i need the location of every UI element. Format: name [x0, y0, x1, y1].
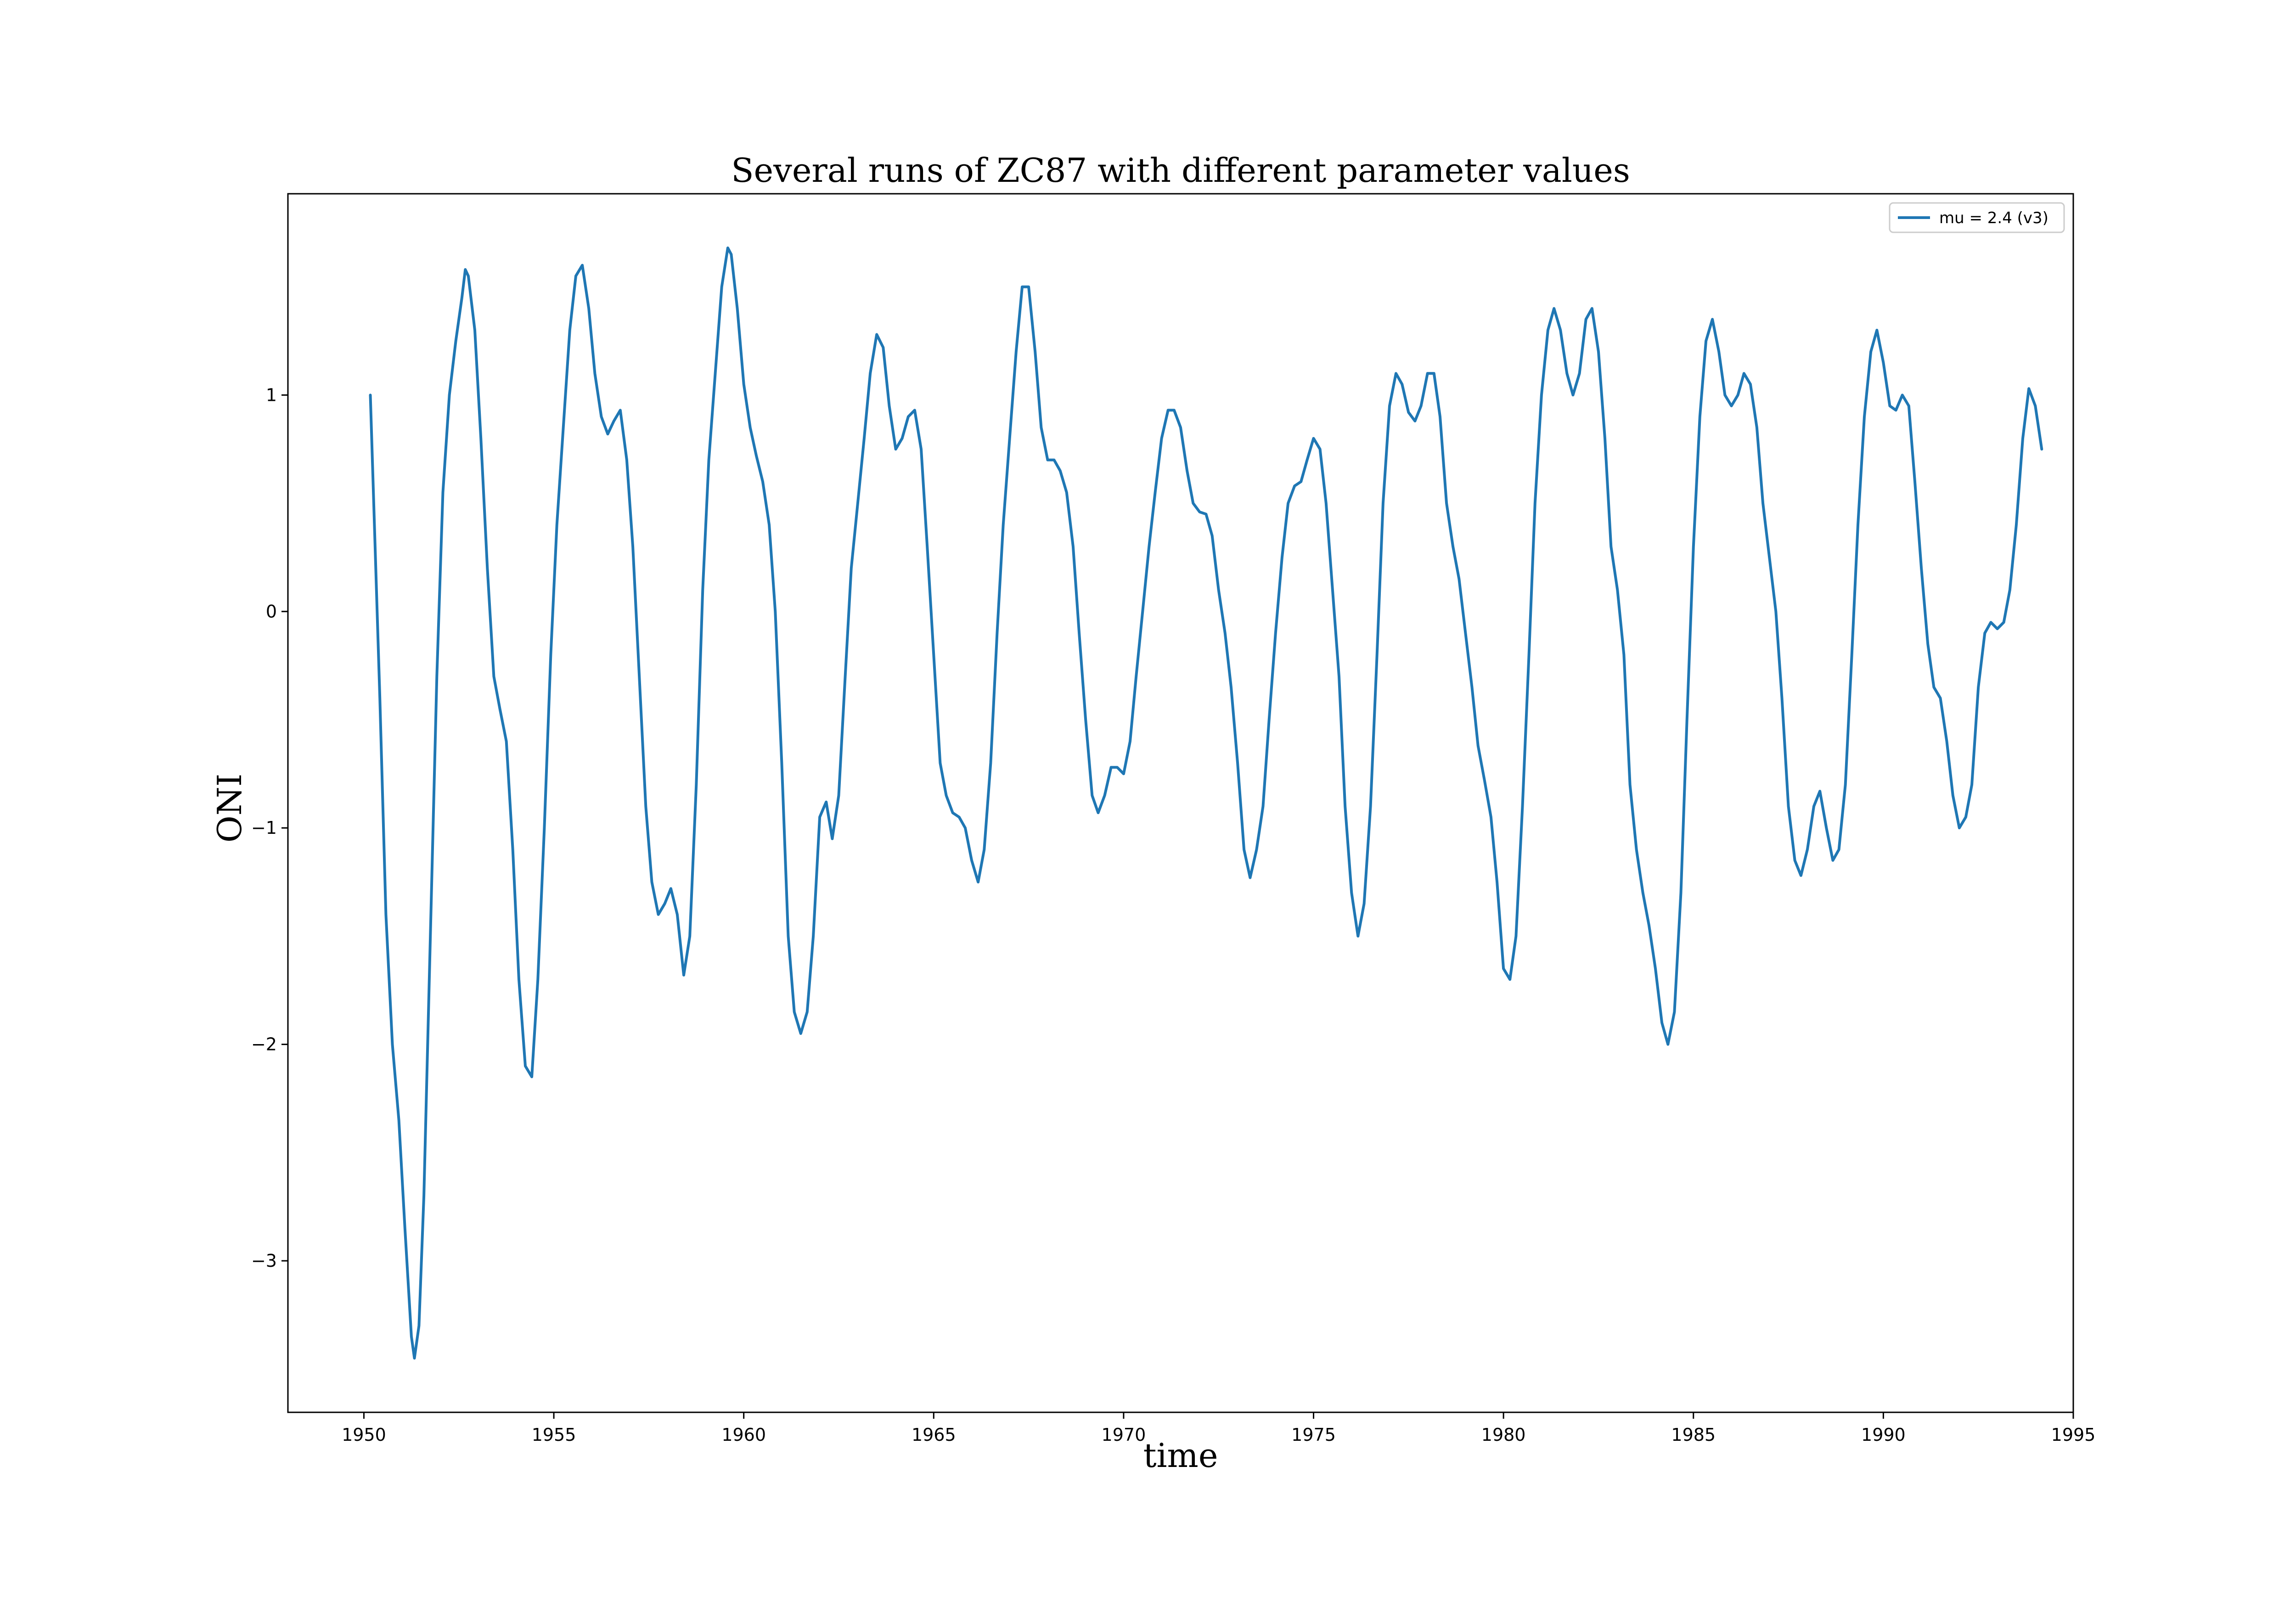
x-tick-label: 1995 — [2051, 1425, 2096, 1445]
legend: mu = 2.4 (v3) — [1889, 202, 2065, 233]
x-tick-label: 1960 — [721, 1425, 766, 1445]
legend-box — [1889, 202, 2065, 233]
legend-label: mu = 2.4 (v3) — [1939, 209, 2048, 227]
x-tick-label: 1975 — [1291, 1425, 1336, 1445]
y-tick-label: 1 — [266, 385, 277, 405]
x-tick-label: 1970 — [1102, 1425, 1146, 1445]
y-tick-label: −3 — [251, 1251, 277, 1271]
chart-title: Several runs of ZC87 with different para… — [731, 151, 1630, 190]
plot-area: 1950 1955 1960 1965 1970 1975 1980 1985 1990 1995… — [251, 193, 2096, 1445]
y-axis-label: ONI — [210, 774, 249, 843]
x-tick-label: 1990 — [1861, 1425, 1906, 1445]
plot-frame — [287, 193, 2074, 1413]
y-tick-label: 0 — [266, 601, 277, 622]
x-tick-label: 1955 — [532, 1425, 576, 1445]
x-tick-label: 1965 — [912, 1425, 956, 1445]
x-tick-label: 1985 — [1671, 1425, 1716, 1445]
x-tick-label: 1980 — [1481, 1425, 1526, 1445]
x-tick-label: 1950 — [342, 1425, 386, 1445]
x-axis-label: time — [1143, 1436, 1218, 1475]
y-tick-label: −1 — [251, 818, 277, 838]
y-tick-label: −2 — [251, 1034, 277, 1055]
series-line-0 — [369, 246, 2043, 1360]
